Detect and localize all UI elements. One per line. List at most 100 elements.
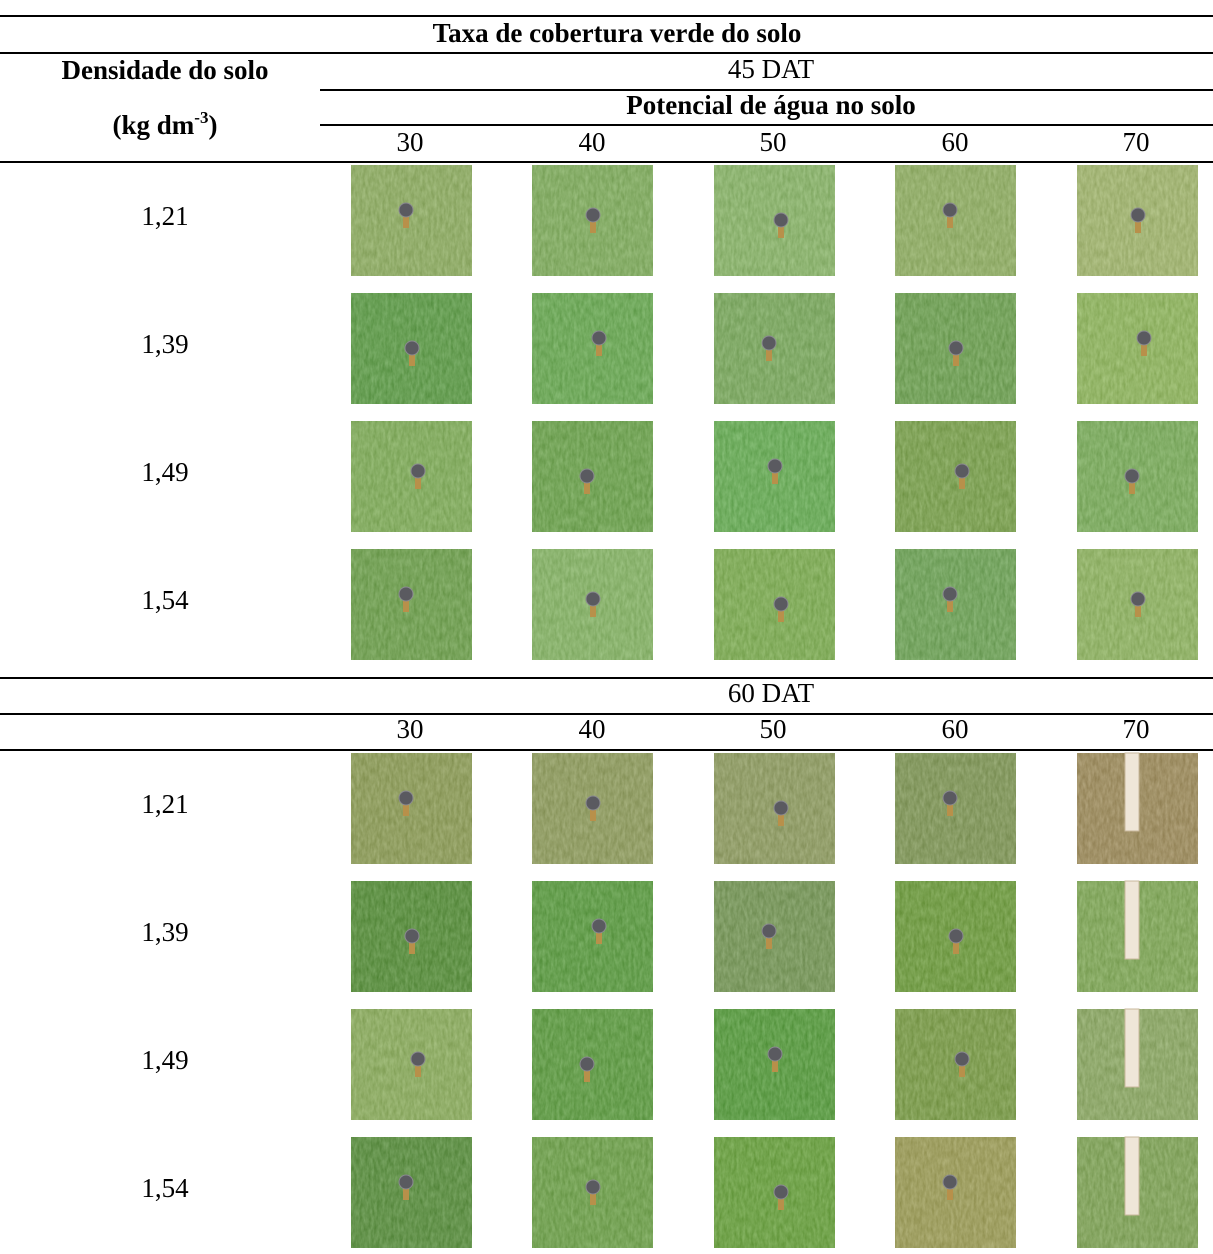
row-label: 1,39: [141, 917, 188, 947]
sensor: [761, 335, 777, 351]
stake: [778, 604, 784, 622]
row-label: 1,54: [141, 585, 189, 615]
unit: (kg dm: [113, 110, 195, 140]
sensor: [773, 1184, 789, 1200]
stake: [1141, 338, 1147, 356]
unit-sup: -3: [194, 108, 208, 127]
sensor: [585, 795, 601, 811]
stake: [403, 594, 409, 612]
sensor: [767, 1046, 783, 1062]
sensor: [954, 463, 970, 479]
column-label: 70: [1123, 714, 1150, 744]
stake: [959, 1059, 965, 1077]
row-label: 1,21: [141, 201, 188, 231]
stake: [403, 210, 409, 228]
sensor: [585, 591, 601, 607]
stake: [403, 1182, 409, 1200]
stake: [403, 798, 409, 816]
pole: [1124, 752, 1140, 832]
sensor: [398, 1174, 414, 1190]
photo: [895, 549, 1016, 660]
stake: [766, 343, 772, 361]
stake: [778, 808, 784, 826]
sensor: [942, 586, 958, 602]
stake: [415, 1059, 421, 1077]
pole: [1124, 1136, 1140, 1216]
stake: [947, 594, 953, 612]
column-label: 60: [942, 714, 969, 744]
row-label: 1,54: [141, 1173, 189, 1203]
column-label: 50: [760, 714, 787, 744]
stake: [590, 803, 596, 821]
photo: [351, 165, 472, 276]
title: Taxa de cobertura verde do solo: [433, 18, 802, 48]
stake: [596, 338, 602, 356]
stake: [409, 348, 415, 366]
stake: [947, 1182, 953, 1200]
sensor: [942, 1174, 958, 1190]
sensor: [579, 468, 595, 484]
sensor: [948, 340, 964, 356]
row-label: 1,49: [141, 457, 188, 487]
sensor: [773, 800, 789, 816]
row-label: 1,21: [141, 789, 188, 819]
photo: [714, 881, 835, 992]
stake: [1135, 599, 1141, 617]
sensor: [948, 928, 964, 944]
photo: [351, 1009, 472, 1120]
sensor: [585, 207, 601, 223]
section-label: 60 DAT: [728, 678, 815, 708]
photo: [895, 165, 1016, 276]
photo: [895, 1137, 1016, 1248]
stake: [415, 471, 421, 489]
sensor: [579, 1056, 595, 1072]
column-label: 50: [760, 127, 787, 157]
column-label: 60: [942, 127, 969, 157]
sensor: [398, 586, 414, 602]
photo: [532, 293, 653, 404]
sensor: [1136, 330, 1152, 346]
sensor: [942, 202, 958, 218]
sensor: [585, 1179, 601, 1195]
sensor: [398, 790, 414, 806]
sensor: [1130, 591, 1146, 607]
sensor: [410, 1051, 426, 1067]
section-label: 45 DAT: [728, 54, 815, 84]
subheader: Potencial de água no solo: [626, 90, 916, 120]
sensor: [591, 330, 607, 346]
row-label: 1,49: [141, 1045, 188, 1075]
sensor: [398, 202, 414, 218]
photo: [351, 753, 472, 864]
sensor: [773, 596, 789, 612]
row-label: 1,39: [141, 329, 188, 359]
pole: [1124, 1008, 1140, 1088]
photo: [895, 753, 1016, 864]
photo: [351, 1137, 472, 1248]
photo: [895, 1009, 1016, 1120]
sensor: [761, 923, 777, 939]
photo: [714, 293, 835, 404]
stake: [590, 599, 596, 617]
stake: [953, 348, 959, 366]
column-label: 40: [579, 127, 606, 157]
stake: [778, 1192, 784, 1210]
photo: [1077, 293, 1198, 404]
stake: [590, 1187, 596, 1205]
stake: [959, 471, 965, 489]
stake: [772, 466, 778, 484]
row-unit: (kg dm-3): [113, 108, 218, 140]
stake: [596, 926, 602, 944]
stake: [947, 798, 953, 816]
column-label: 70: [1123, 127, 1150, 157]
column-label: 30: [397, 127, 424, 157]
sensor: [404, 928, 420, 944]
sensor: [773, 212, 789, 228]
sensor: [1130, 207, 1146, 223]
stake: [590, 215, 596, 233]
photo: [351, 549, 472, 660]
row-header: Densidade do solo: [61, 55, 268, 85]
photo: [532, 881, 653, 992]
photo: [895, 421, 1016, 532]
sensor: [954, 1051, 970, 1067]
